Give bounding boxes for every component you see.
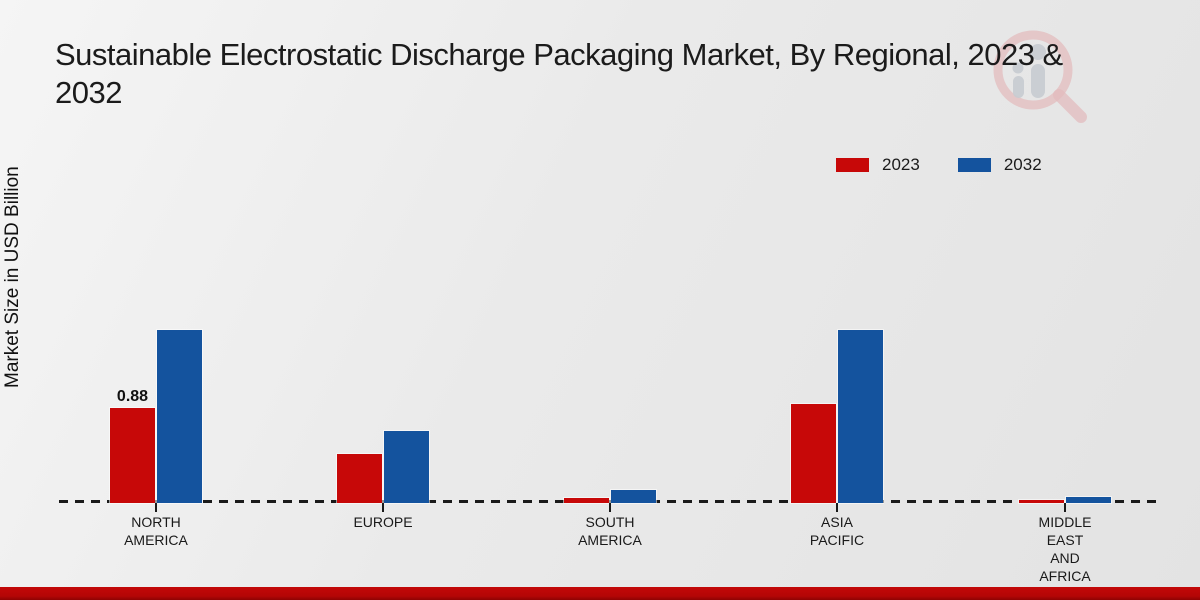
bar-value-label-north-america: 0.88 <box>116 388 149 405</box>
x-label-north-america: NORTH AMERICA <box>124 514 188 548</box>
footer-bar <box>0 587 1200 600</box>
bar-2032-middle-east-and-africa <box>1066 497 1111 503</box>
bar-2023-south-america <box>564 498 609 503</box>
x-axis-tick-europe <box>382 503 384 512</box>
chart-title-line2: 2032 <box>55 75 122 110</box>
legend-item-2023: 2023 <box>836 155 920 175</box>
legend-label-2032: 2032 <box>1003 155 1042 174</box>
bar-2023-north-america <box>110 408 155 503</box>
x-label-south-america: SOUTH AMERICA <box>578 514 642 548</box>
x-axis-tick-asia-pacific <box>836 503 838 512</box>
x-axis-tick-north-america <box>155 503 157 512</box>
brand-watermark-logo <box>993 30 1087 123</box>
chart-title: Sustainable Electrostatic Discharge Pack… <box>55 36 1180 112</box>
bar-2032-north-america <box>157 330 202 503</box>
x-label-europe: EUROPE <box>353 514 413 530</box>
legend-swatch-2032 <box>957 158 991 172</box>
x-axis-tick-south-america <box>609 503 611 512</box>
legend: 2023 2032 <box>836 155 1042 175</box>
bar-2023-europe <box>337 454 382 503</box>
bar-2032-asia-pacific <box>838 330 883 503</box>
bar-2032-europe <box>384 431 429 503</box>
chart-title-line1: Sustainable Electrostatic Discharge Pack… <box>55 37 1063 72</box>
bar-2032-south-america <box>611 490 656 503</box>
legend-swatch-2023 <box>836 158 869 172</box>
x-label-middle-east-and-africa: MIDDLE EAST AND AFRICA <box>1038 514 1092 584</box>
bar-2023-middle-east-and-africa <box>1019 500 1064 503</box>
x-axis-tick-middle-east-and-africa <box>1064 503 1066 512</box>
legend-item-2032: 2032 <box>957 155 1042 175</box>
bar-2023-asia-pacific <box>791 404 836 503</box>
x-label-asia-pacific: ASIA PACIFIC <box>809 514 865 548</box>
legend-label-2023: 2023 <box>882 155 920 174</box>
